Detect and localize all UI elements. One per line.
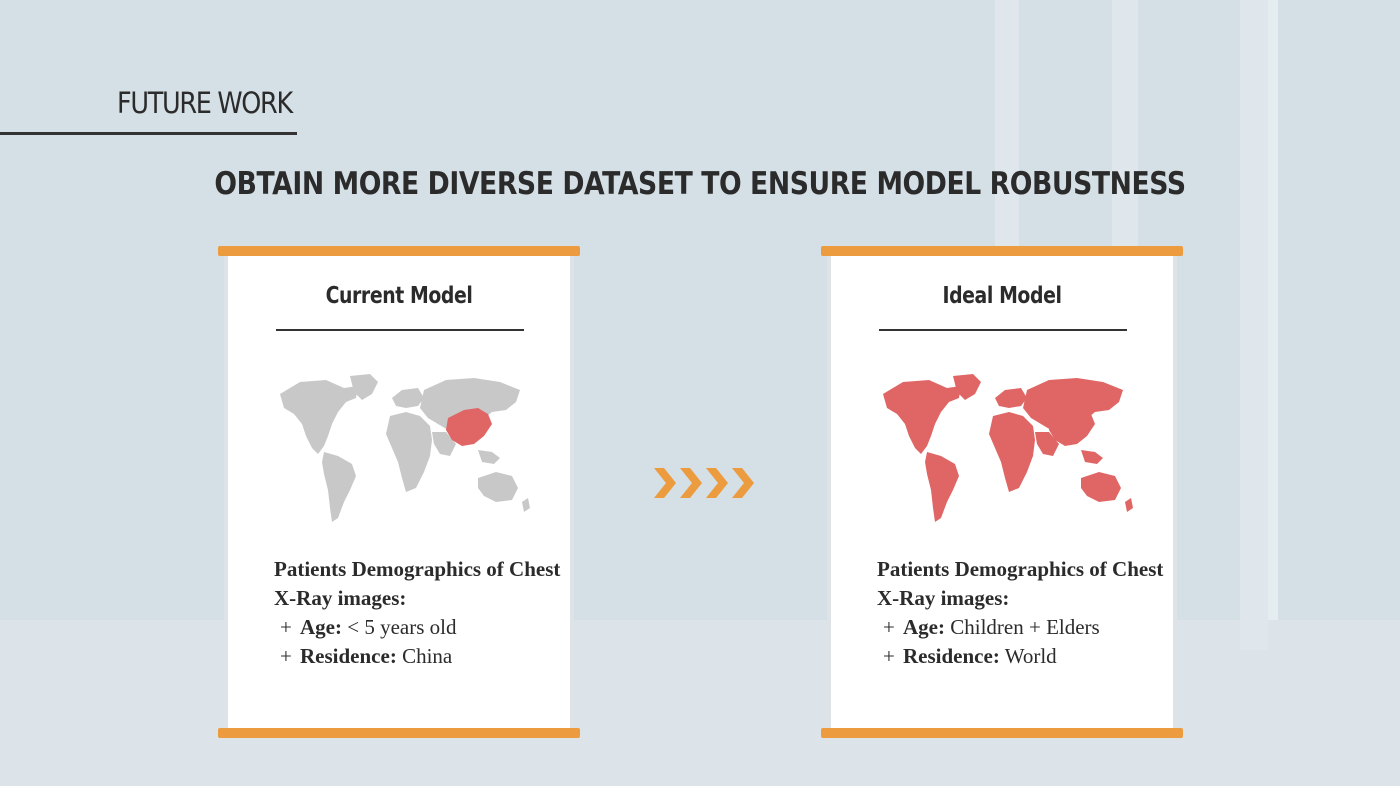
current-model-card: Current Model Patients Demographics of C… xyxy=(218,246,580,738)
item-value: China xyxy=(402,644,453,668)
background-floor xyxy=(0,620,1400,786)
item-value: < 5 years old xyxy=(347,615,457,639)
slide-headline: OBTAIN MORE DIVERSE DATASET TO ENSURE MO… xyxy=(214,166,1186,202)
demographics-heading: Patients Demographics of Chest X-Ray ima… xyxy=(274,557,561,610)
card-title-underline xyxy=(879,329,1127,331)
bullet-plus: + xyxy=(883,644,895,668)
card-top-bar xyxy=(821,246,1183,256)
bullet-plus: + xyxy=(280,615,292,639)
background-pillar xyxy=(1240,0,1268,650)
bullet-plus: + xyxy=(883,615,895,639)
demographics-text: Patients Demographics of Chest X-Ray ima… xyxy=(274,555,564,671)
card-title: Current Model xyxy=(325,283,473,309)
demographics-item-age: + Age: Children + Elders xyxy=(877,613,1167,642)
demographics-item-age: + Age: < 5 years old xyxy=(274,613,564,642)
card-title: Ideal Model xyxy=(942,283,1062,309)
world-map-all-highlighted-icon xyxy=(883,374,1133,522)
demographics-heading: Patients Demographics of Chest X-Ray ima… xyxy=(877,557,1164,610)
chevron-arrows-icon xyxy=(654,468,754,498)
world-map-china-highlighted-icon xyxy=(280,374,530,522)
map-continents xyxy=(280,374,530,522)
demographics-item-residence: + Residence: China xyxy=(274,642,564,671)
section-title-underline xyxy=(0,132,297,135)
item-label: Residence: xyxy=(300,644,397,668)
card-bottom-bar xyxy=(821,728,1183,738)
background-pillar xyxy=(1268,0,1278,620)
item-label: Age: xyxy=(300,615,342,639)
item-label: Residence: xyxy=(903,644,1000,668)
card-top-bar xyxy=(218,246,580,256)
item-value: Children + Elders xyxy=(950,615,1100,639)
map-continents xyxy=(883,374,1133,522)
demographics-item-residence: + Residence: World xyxy=(877,642,1167,671)
china-highlight xyxy=(446,408,492,446)
card-title-underline xyxy=(276,329,524,331)
section-title: FUTURE WORK xyxy=(117,86,293,120)
item-value: World xyxy=(1004,644,1057,668)
card-bottom-bar xyxy=(218,728,580,738)
ideal-model-card: Ideal Model Patients Demographics of Che… xyxy=(821,246,1183,738)
demographics-text: Patients Demographics of Chest X-Ray ima… xyxy=(877,555,1167,671)
bullet-plus: + xyxy=(280,644,292,668)
item-label: Age: xyxy=(903,615,945,639)
